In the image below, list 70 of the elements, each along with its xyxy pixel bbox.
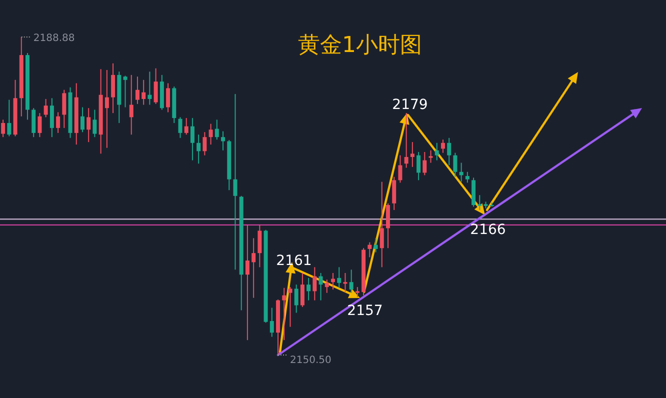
- candlestick: [62, 89, 66, 128]
- candlestick: [447, 137, 452, 166]
- candlestick: [270, 307, 274, 338]
- candlestick: [245, 224, 250, 341]
- candlestick: [434, 142, 439, 161]
- candlestick: [233, 94, 238, 270]
- chart-title: 黄金1小时图: [298, 33, 422, 58]
- candlestick: [380, 181, 384, 268]
- candlestick: [178, 116, 182, 138]
- candlestick: [1, 119, 6, 138]
- candlestick: [324, 279, 329, 294]
- annotation: 2179: [392, 97, 428, 113]
- candlestick: [404, 112, 408, 168]
- candlestick: [135, 76, 140, 104]
- candlestick: [252, 238, 256, 298]
- candlestick: [312, 266, 317, 301]
- candlestick: [465, 171, 470, 184]
- candlestick: [478, 194, 482, 211]
- candlestick: [300, 272, 304, 308]
- candlestick: [56, 112, 60, 134]
- candlestick: [428, 150, 433, 164]
- candlestick: [104, 69, 109, 148]
- candlestick: [318, 272, 323, 301]
- candlestick: [7, 99, 12, 137]
- candlestick: [294, 284, 298, 314]
- candlestick: [129, 74, 134, 136]
- candlestick: [166, 82, 170, 113]
- candlestick: [148, 71, 152, 106]
- candlestick: [440, 139, 445, 154]
- candlestick: [282, 287, 286, 341]
- candlestick: [398, 154, 402, 184]
- candlestick: [38, 112, 42, 138]
- candlestick: [459, 162, 464, 182]
- candlestick: [154, 68, 158, 104]
- candlestick: [92, 109, 97, 138]
- candlestick: [306, 277, 311, 301]
- candlestick: [221, 130, 226, 151]
- candlestick: [392, 176, 396, 211]
- candlestick: [258, 224, 262, 268]
- candlestick: [123, 75, 128, 108]
- candlestick: [288, 286, 292, 328]
- annotation: 2157: [347, 303, 383, 319]
- candlestick: [196, 134, 201, 164]
- candlestick: [349, 269, 354, 294]
- candlestick: [208, 123, 213, 146]
- annotation: 2166: [470, 222, 506, 238]
- candlestick: [368, 242, 372, 258]
- candlestick: [111, 62, 116, 114]
- candlestick: [32, 108, 36, 138]
- candlestick: [190, 118, 194, 161]
- candlestick: [331, 272, 335, 290]
- candlestick: [355, 286, 360, 298]
- annotation: 2188.88: [33, 33, 75, 44]
- candlestick: [422, 152, 427, 176]
- candlestick: [80, 106, 84, 133]
- candlestick: [410, 142, 414, 168]
- candlestick: [416, 152, 421, 181]
- annotation: 2161: [276, 253, 312, 269]
- candlestick: [337, 266, 342, 288]
- annotation: 2150.50: [290, 355, 332, 366]
- candlestick: [86, 108, 91, 143]
- candlestick: [386, 202, 390, 249]
- candlestick: [374, 238, 378, 253]
- candlestick: [214, 119, 219, 140]
- candlestick: [202, 132, 207, 156]
- candlestick: [142, 79, 146, 106]
- candlestick: [184, 118, 188, 136]
- candlestick: [453, 152, 458, 178]
- candlestick: [44, 98, 48, 118]
- candlestick: [50, 98, 54, 138]
